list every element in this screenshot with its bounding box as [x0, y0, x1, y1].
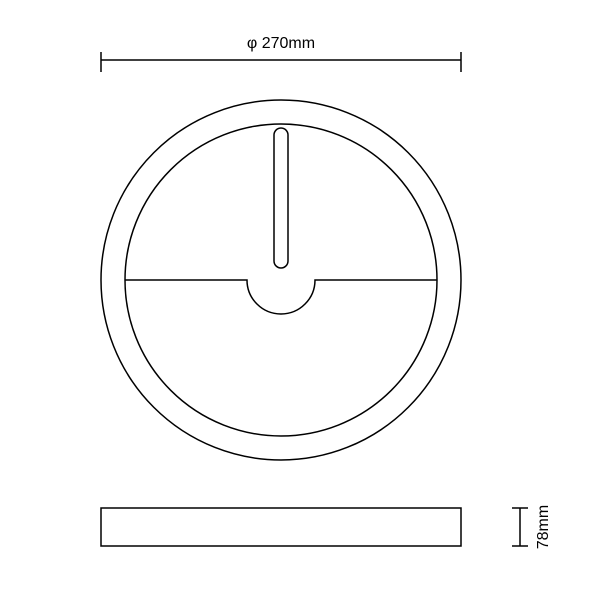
- height-label: 78mm: [535, 505, 552, 549]
- face-split: [125, 280, 437, 314]
- diameter-dimension: φ 270mm: [101, 35, 461, 72]
- side-view: [101, 508, 461, 546]
- front-view: [101, 100, 461, 460]
- side-rect: [101, 508, 461, 546]
- hand-slot: [274, 128, 288, 268]
- diameter-label: φ 270mm: [247, 35, 315, 52]
- height-dimension: 78mm: [512, 505, 552, 549]
- dimension-drawing: φ 270mm 78mm: [0, 0, 600, 600]
